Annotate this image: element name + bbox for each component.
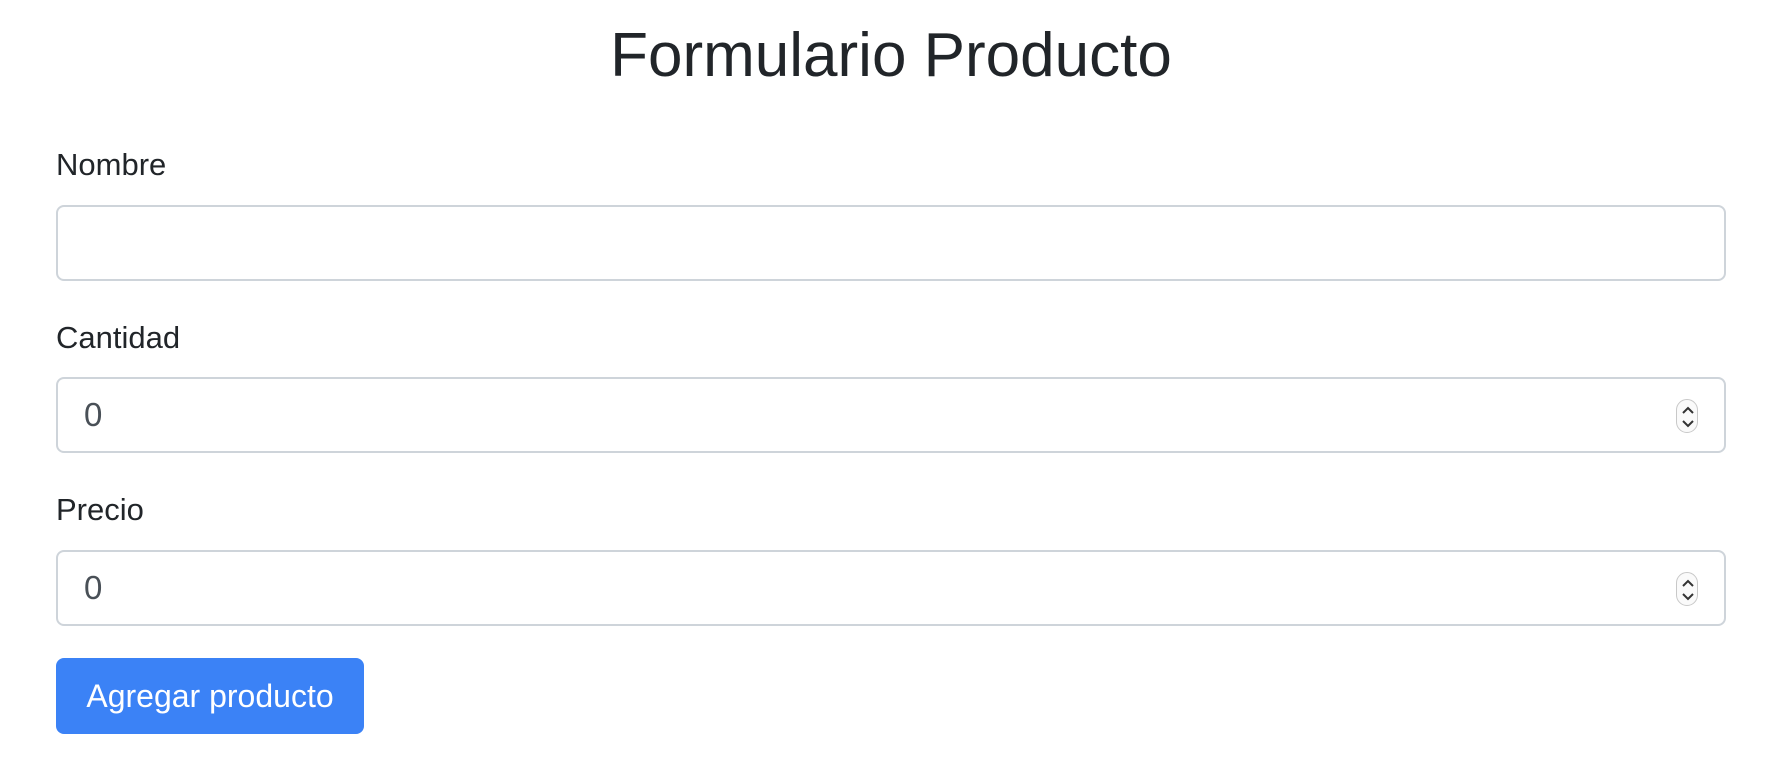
precio-input[interactable]: 0 — [56, 550, 1726, 626]
nombre-input[interactable] — [56, 205, 1726, 281]
cantidad-label: Cantidad — [56, 320, 181, 355]
cantidad-stepper-icon[interactable] — [1676, 399, 1698, 433]
nombre-label: Nombre — [56, 147, 167, 182]
cantidad-input[interactable]: 0 — [56, 377, 1726, 453]
precio-label: Precio — [56, 492, 144, 527]
cantidad-value: 0 — [84, 396, 103, 433]
agregar-producto-button[interactable]: Agregar producto — [56, 658, 364, 734]
precio-stepper-icon[interactable] — [1676, 572, 1698, 606]
precio-value: 0 — [84, 569, 103, 606]
page-title: Formulario Producto — [610, 21, 1172, 90]
